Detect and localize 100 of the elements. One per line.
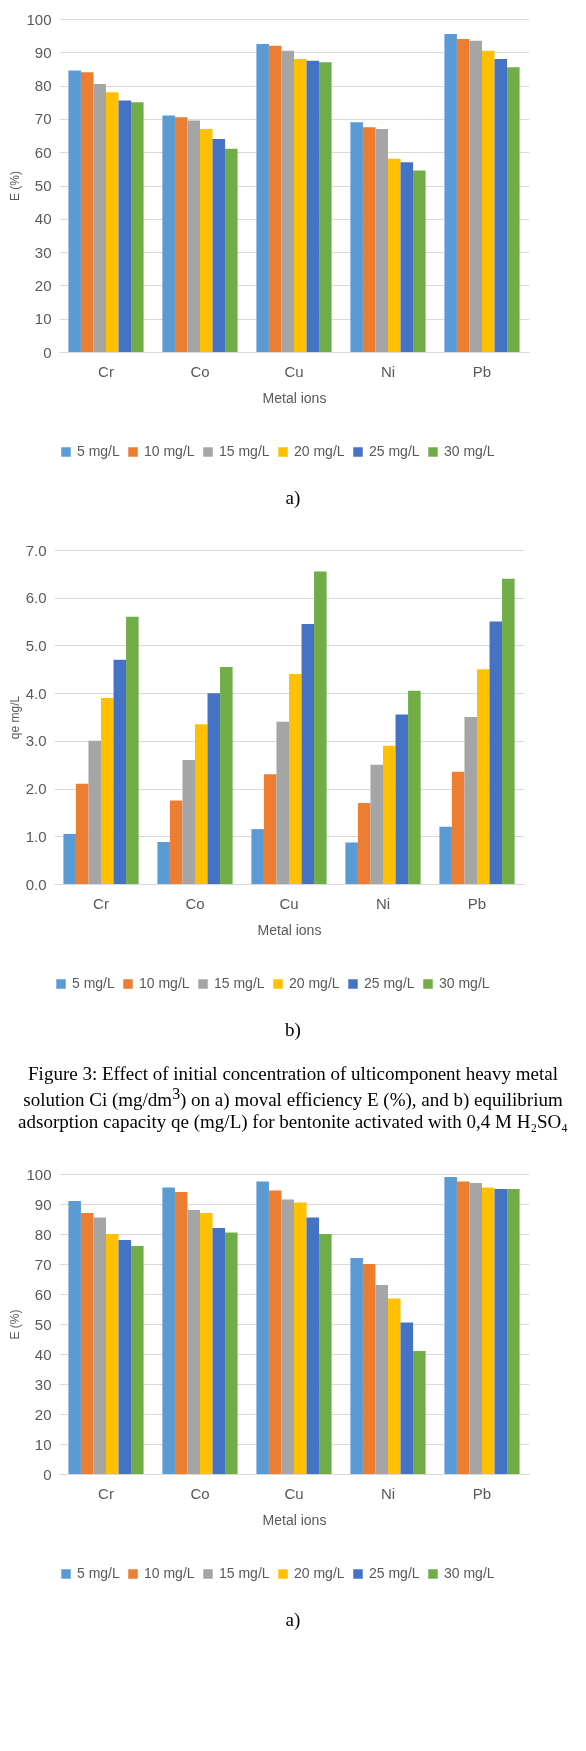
text: a) — [284, 1609, 302, 1632]
bar — [268, 45, 282, 352]
bar — [263, 774, 277, 884]
x-tick-label: Co — [190, 362, 210, 380]
legend-label: 5 mg/L — [77, 1565, 121, 1582]
y-tick-label: 40 — [34, 210, 52, 228]
bar — [294, 58, 307, 352]
bar — [225, 1232, 238, 1475]
legend-label: 10 mg/L — [144, 443, 195, 459]
bar — [370, 764, 383, 884]
bar — [400, 1322, 414, 1475]
bar — [187, 120, 200, 352]
legend-label: 25 mg/L — [364, 975, 415, 991]
legend-label: 20 mg/L — [289, 975, 340, 991]
x-axis-title: Metal ions — [257, 921, 322, 938]
bar — [281, 1199, 294, 1475]
bar — [456, 38, 470, 352]
bar — [456, 1181, 470, 1475]
bar — [306, 1217, 320, 1475]
bar — [80, 1213, 94, 1475]
x-tick-label: Ni — [375, 894, 391, 912]
bar — [507, 1189, 520, 1475]
bar — [106, 92, 119, 352]
bar — [212, 138, 226, 352]
legend-label: 5 mg/L — [77, 443, 121, 459]
y-tick-label: 90 — [34, 1195, 52, 1213]
bar — [101, 697, 114, 884]
y-tick-label: 50 — [34, 177, 52, 194]
bar — [281, 50, 294, 352]
bar — [469, 1183, 482, 1475]
bar — [413, 170, 426, 352]
bar — [200, 128, 213, 352]
x-tick-label: Cu — [284, 1484, 304, 1502]
y-tick-label: 10 — [34, 310, 52, 328]
bar — [413, 1351, 426, 1475]
x-tick-label: Ni — [380, 362, 396, 380]
bar — [200, 1213, 213, 1475]
bar — [195, 724, 208, 884]
bar — [306, 60, 320, 352]
y-tick-label: 80 — [34, 1225, 52, 1243]
x-tick-label: Cr — [93, 894, 109, 912]
bar — [157, 842, 170, 884]
y-tick-label: 10 — [34, 1435, 52, 1453]
y-tick-label: 50 — [34, 1315, 52, 1333]
bar — [482, 1187, 495, 1475]
y-tick-label: 0 — [43, 1465, 52, 1483]
bar — [63, 833, 76, 884]
y-axis-title: qe mg/L — [7, 695, 22, 740]
bar — [80, 72, 94, 352]
bar — [118, 1240, 132, 1475]
bar — [451, 771, 465, 884]
caption: Figure 3: Effect of initial concentration of ulticomponent heavy metal solution Ci (mg/dm$^{3}$) on a) moval efficiency E (%), and b) equilibrium adsorption capacity qe (mg/L) for bentonite activated with 0,4 M H₂SO₄ — [17, 1063, 569, 1134]
bar — [256, 1181, 269, 1475]
bar — [251, 829, 264, 884]
bar — [408, 690, 421, 884]
x-tick-label: Pb — [472, 1484, 492, 1502]
bar — [482, 50, 495, 352]
x-tick-label: Ni — [380, 1484, 396, 1502]
bar — [220, 666, 233, 884]
bar — [375, 1285, 388, 1475]
bar — [169, 800, 183, 884]
bar — [383, 745, 396, 884]
bar — [395, 714, 409, 884]
y-tick-label: 2.0 — [25, 780, 47, 798]
bar — [187, 1210, 200, 1475]
y-axis-title: E (%) — [8, 1309, 23, 1340]
bar — [345, 842, 358, 884]
bar — [113, 659, 127, 884]
bar — [106, 1234, 119, 1475]
x-axis-title: Metal ions — [262, 389, 327, 406]
legend-label: 25 mg/L — [369, 1565, 420, 1582]
legend-label: 30 mg/L — [444, 1565, 495, 1582]
y-tick-label: 70 — [34, 1255, 52, 1273]
y-tick-label: 5.0 — [25, 636, 47, 654]
bar — [93, 1217, 106, 1475]
bar — [131, 102, 144, 352]
bar — [174, 1192, 188, 1475]
bar — [494, 58, 508, 352]
y-tick-label: 1.0 — [25, 827, 47, 845]
x-axis-title: Metal ions — [262, 1511, 327, 1528]
y-tick-label: 80 — [34, 77, 52, 95]
legend-label: 15 mg/L — [219, 443, 270, 459]
bar — [68, 70, 81, 352]
legend-label: 20 mg/L — [294, 1565, 345, 1582]
legend-label: 15 mg/L — [214, 975, 265, 991]
bar — [256, 43, 269, 352]
y-tick-label: 90 — [34, 43, 52, 61]
legend-label: 25 mg/L — [369, 443, 420, 459]
bar — [314, 571, 327, 884]
bar — [276, 721, 289, 884]
x-tick-label: Co — [185, 894, 205, 912]
x-tick-label: Cr — [98, 1484, 114, 1502]
y-tick-label: 60 — [34, 1285, 52, 1303]
bar — [502, 578, 515, 884]
legend-label: 30 mg/L — [439, 975, 490, 991]
legend-label: 15 mg/L — [219, 1565, 270, 1582]
legend-label: 30 mg/L — [444, 443, 495, 459]
x-tick-label: Cr — [98, 362, 114, 380]
bar — [388, 1298, 401, 1475]
bar — [477, 669, 490, 884]
